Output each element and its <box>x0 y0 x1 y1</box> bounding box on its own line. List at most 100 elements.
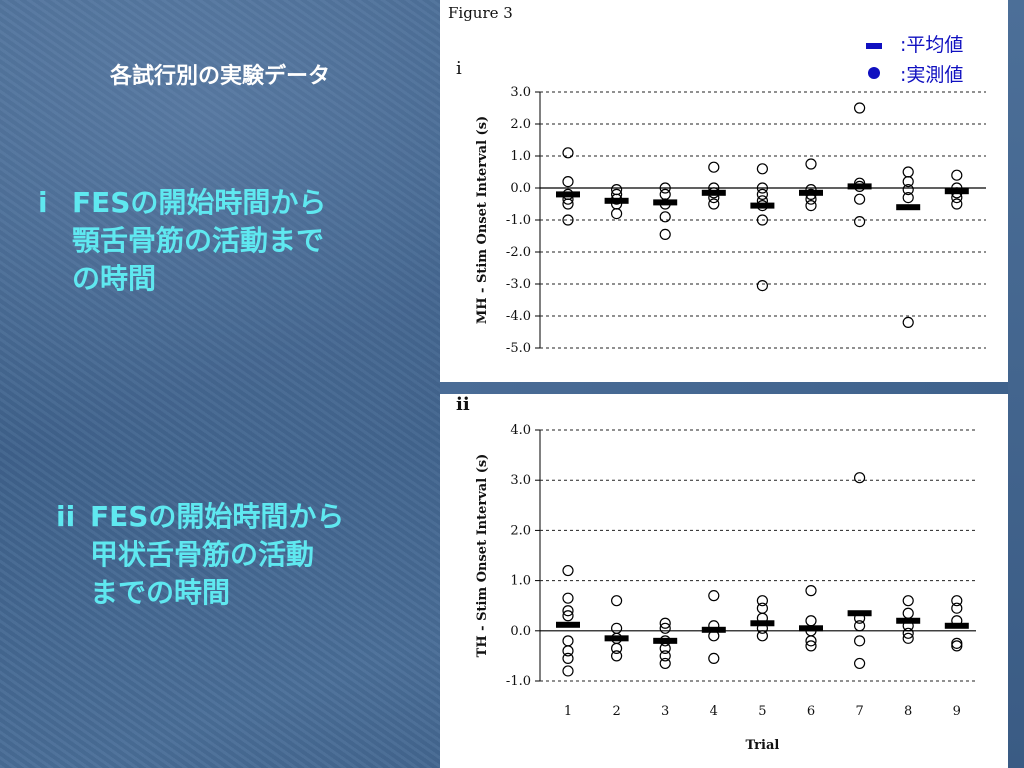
chart1-point-t8-4 <box>902 632 914 644</box>
chart1-x-tick-label-2: 2 <box>612 704 620 719</box>
chart0-point-t5-2 <box>756 188 768 201</box>
slide-title: 各試行別の実験データ <box>109 64 330 89</box>
chart0-y-axis-title: MH - Stim Onset Interval (s) <box>475 116 490 324</box>
chart1-point-t6-1 <box>805 615 817 627</box>
chart1-point-t4-3 <box>708 652 720 665</box>
chart1-y-tick-label-3: 1.0 <box>510 574 531 589</box>
chart1-point-t4-0 <box>708 590 720 602</box>
chart1-mean-bar-t7 <box>847 610 872 617</box>
chart0-point-t3-3 <box>659 211 671 223</box>
chart1-point-t3-5 <box>659 657 671 670</box>
chart1-x-tick-label-4: 4 <box>710 704 718 719</box>
chart0-point-t6-0 <box>805 158 817 170</box>
chart1-mean-bar-t4 <box>701 626 726 633</box>
chart1-point-t6-0 <box>805 585 817 597</box>
chart0-point-t8-4 <box>902 316 914 328</box>
chart0-point-t8-1 <box>902 175 914 188</box>
chart1-point-t8-0 <box>902 595 914 607</box>
chart0-point-t5-5 <box>756 214 768 226</box>
chart1-point-t1-2 <box>562 605 574 617</box>
chart0-point-t8-3 <box>902 191 914 204</box>
chart1-point-t2-4 <box>611 650 623 662</box>
chart0-y-tick-label-8: -5.0 <box>506 341 531 356</box>
chart0-mean-bar-t1 <box>556 191 580 198</box>
chart1-x-tick-label-9: 9 <box>953 704 961 719</box>
chart0-point-t4-0 <box>708 161 720 173</box>
chart0-point-t1-1 <box>562 175 574 188</box>
chart1-point-t9-0 <box>951 595 963 607</box>
chart1-point-t1-3 <box>562 610 574 622</box>
chart0-point-t8-0 <box>902 166 914 178</box>
chart1-y-tick-label-1: 3.0 <box>510 473 531 488</box>
chart0-y-tick-label-7: -4.0 <box>506 309 531 324</box>
chart1-point-t2-3 <box>611 642 623 654</box>
chart1-mean-bar-t5 <box>750 620 775 627</box>
chart1-point-t5-4 <box>756 630 768 642</box>
chart0-y-tick-label-1: 2.0 <box>510 117 531 132</box>
chart0-mean-bar-t5 <box>750 202 775 209</box>
chart0-point-t6-4 <box>805 199 817 212</box>
chart1-x-tick-label-1: 1 <box>564 704 572 719</box>
chart1-mean-bar-t1 <box>556 621 580 628</box>
chart0-mean-bar-t4 <box>701 189 726 196</box>
chart1-point-t9-1 <box>951 602 963 614</box>
chart0-point-t2-4 <box>611 208 623 220</box>
chart1-point-t1-0 <box>562 564 574 577</box>
chart1-x-tick-label-8: 8 <box>904 704 912 719</box>
chart1-point-t2-0 <box>611 595 623 607</box>
chart1-y-axis-title: TH - Stim Onset Interval (s) <box>475 454 490 658</box>
block-i-text: FESの開始時間から 顎舌骨筋の活動まで の時間 <box>72 186 327 295</box>
chart1-point-t3-4 <box>659 650 671 662</box>
block-i-marker: i <box>38 186 48 219</box>
chart0-mean-bar-t2 <box>604 197 629 204</box>
chart0-point-t9-0 <box>951 169 963 181</box>
chart1-y-tick-label-0: 4.0 <box>510 423 531 438</box>
chart1-point-t3-0 <box>659 617 671 629</box>
chart0-point-t7-3 <box>854 193 866 205</box>
chart1-point-t7-3 <box>854 635 866 647</box>
chart0-point-t7-4 <box>854 216 866 228</box>
chart1-point-t2-1 <box>611 622 623 634</box>
chart0-point-t1-5 <box>562 214 574 226</box>
chart0-point-t4-4 <box>708 198 720 210</box>
chart1-point-t9-3 <box>951 637 963 649</box>
chart1-x-tick-label-6: 6 <box>807 704 815 719</box>
chart1-point-t5-1 <box>756 602 768 614</box>
chart1-point-t5-0 <box>756 595 768 607</box>
mean-bar-icon <box>864 34 884 54</box>
chart1-y-tick-label-4: 0.0 <box>510 624 531 639</box>
chart0-point-t5-0 <box>756 163 768 175</box>
legend-mean: :平均値 <box>864 30 1004 60</box>
chart1-point-t7-4 <box>854 657 866 670</box>
chart1-x-tick-label-7: 7 <box>855 704 863 719</box>
chart0-mean-bar-t9 <box>944 188 969 195</box>
chart0-point-t9-4 <box>951 198 963 210</box>
block-ii-text: FESの開始時間から 甲状舌骨筋の活動 までの時間 <box>90 500 345 609</box>
chart-th-interval: 4.0 3.0 2.0 1.0 0.0 -1.0 TH - Stim Onset Inter… <box>475 423 976 753</box>
legend-observed-label: :実測値 <box>900 64 964 86</box>
panel-ii-label: ii <box>456 394 470 415</box>
chart0-point-t1-0 <box>562 147 574 159</box>
chart0-y-tick-label-6: -3.0 <box>506 277 531 292</box>
panel-divider <box>440 382 1008 394</box>
chart1-x-tick-label-3: 3 <box>661 704 669 719</box>
chart0-point-t3-4 <box>659 228 671 240</box>
chart0-point-t8-2 <box>902 183 914 196</box>
figure-title: Figure 3 <box>448 4 513 22</box>
chart0-y-tick-label-0: 3.0 <box>510 85 531 100</box>
description-block-ii: ii FESの開始時間から 甲状舌骨筋の活動 までの時間 <box>56 498 416 618</box>
chart0-point-t1-4 <box>562 198 574 210</box>
chart1-point-t7-2 <box>854 620 866 632</box>
chart0-mean-bar-t8 <box>896 204 921 211</box>
chart1-mean-bar-t9 <box>944 622 969 629</box>
chart1-point-t6-3 <box>805 635 817 647</box>
chart1-x-tick-label-5: 5 <box>758 704 766 719</box>
panel-i-label: i <box>456 58 462 79</box>
chart1-y-tick-label-2: 2.0 <box>510 523 531 538</box>
chart1-point-t1-7 <box>562 665 574 677</box>
chart0-mean-bar-t3 <box>653 199 678 206</box>
chart1-point-t1-6 <box>562 652 574 665</box>
chart0-mean-bar-t6 <box>799 189 823 196</box>
chart1-point-t1-4 <box>562 635 574 647</box>
legend: :平均値 :実測値 <box>864 30 1004 90</box>
